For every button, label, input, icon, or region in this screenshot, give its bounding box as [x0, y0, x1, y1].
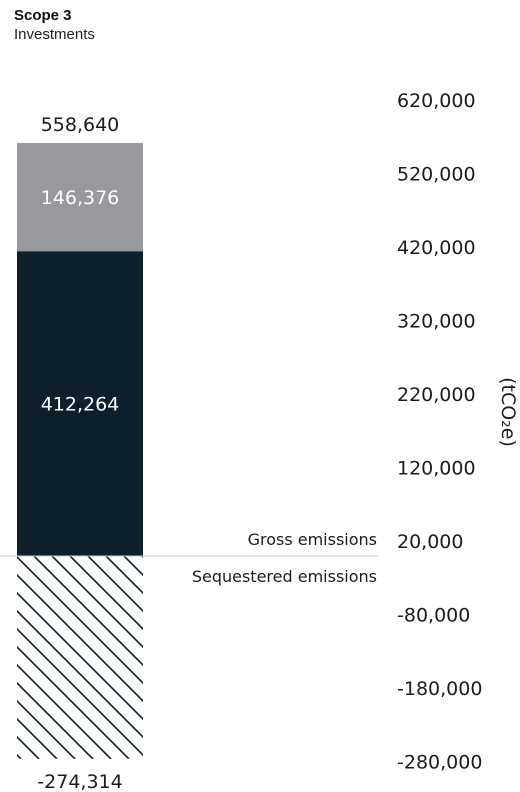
chart-subtitle: Investments	[14, 26, 95, 43]
y-axis-unit-label: (tCO₂e)	[497, 377, 519, 447]
y-tick-label: 120,000	[397, 458, 476, 480]
gross-emissions-label: Gross emissions	[248, 530, 377, 549]
sequestered-value-label: -274,314	[37, 771, 122, 792]
chart-title: Scope 3	[14, 7, 72, 24]
segment-label-primary: 412,264	[41, 394, 120, 416]
total-label: 558,640	[41, 114, 120, 136]
y-tick-label: 320,000	[397, 311, 476, 333]
y-tick-label: 220,000	[397, 384, 476, 406]
y-tick-label: -80,000	[397, 605, 470, 627]
y-tick-label: 620,000	[397, 90, 476, 112]
bar-segment-sequestered	[17, 556, 143, 759]
y-tick-label: 520,000	[397, 164, 476, 186]
bar-segment-secondary	[17, 143, 143, 252]
segment-label-secondary: 146,376	[41, 187, 120, 209]
y-tick-label: -280,000	[397, 752, 482, 774]
bar-segment-primary	[17, 251, 143, 557]
y-tick-label: -180,000	[397, 678, 482, 700]
sequestered-emissions-label: Sequestered emissions	[192, 567, 377, 586]
y-tick-label: 420,000	[397, 237, 476, 259]
y-tick-label: 20,000	[397, 531, 463, 553]
